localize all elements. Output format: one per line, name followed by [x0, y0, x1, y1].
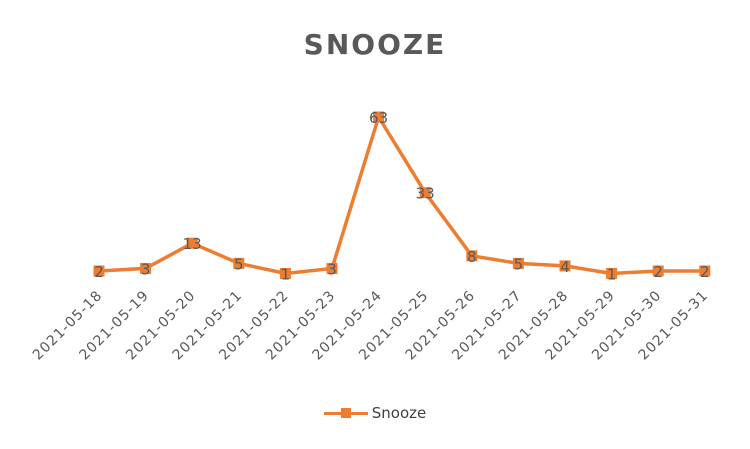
data-label: 13	[183, 235, 202, 253]
legend-label: Snooze	[371, 404, 427, 422]
data-point-marker	[140, 262, 152, 274]
data-label: 2	[653, 263, 663, 281]
legend-item-snooze: Snooze	[323, 404, 427, 422]
legend: Snooze	[0, 404, 750, 424]
data-point-marker	[606, 267, 618, 279]
data-label: 63	[369, 109, 388, 127]
data-label: 3	[141, 260, 151, 278]
data-label: 2	[94, 263, 104, 281]
data-point-marker	[512, 257, 524, 269]
data-point-marker	[326, 262, 338, 274]
chart-title: SNOOZE	[303, 28, 447, 61]
data-label: 33	[416, 185, 435, 203]
data-point-marker	[186, 237, 198, 249]
data-label: 8	[467, 248, 477, 266]
data-point-marker	[279, 267, 291, 279]
data-point-marker	[652, 265, 664, 277]
data-label: 1	[607, 265, 617, 283]
data-label: 4	[560, 258, 570, 276]
data-point-marker	[419, 187, 431, 199]
data-label: 5	[514, 255, 524, 273]
legend-line-marker-icon	[323, 406, 368, 420]
data-point-marker	[93, 265, 105, 277]
data-label: 3	[327, 260, 337, 278]
series-line-snooze	[98, 115, 705, 276]
data-point-marker	[699, 265, 711, 277]
data-label: 1	[281, 265, 291, 283]
data-point-marker	[373, 111, 385, 123]
data-point-marker	[466, 250, 478, 262]
data-label: 2	[700, 263, 710, 281]
data-point-marker	[233, 257, 245, 269]
data-point-marker	[559, 260, 571, 272]
data-label: 5	[234, 255, 244, 273]
